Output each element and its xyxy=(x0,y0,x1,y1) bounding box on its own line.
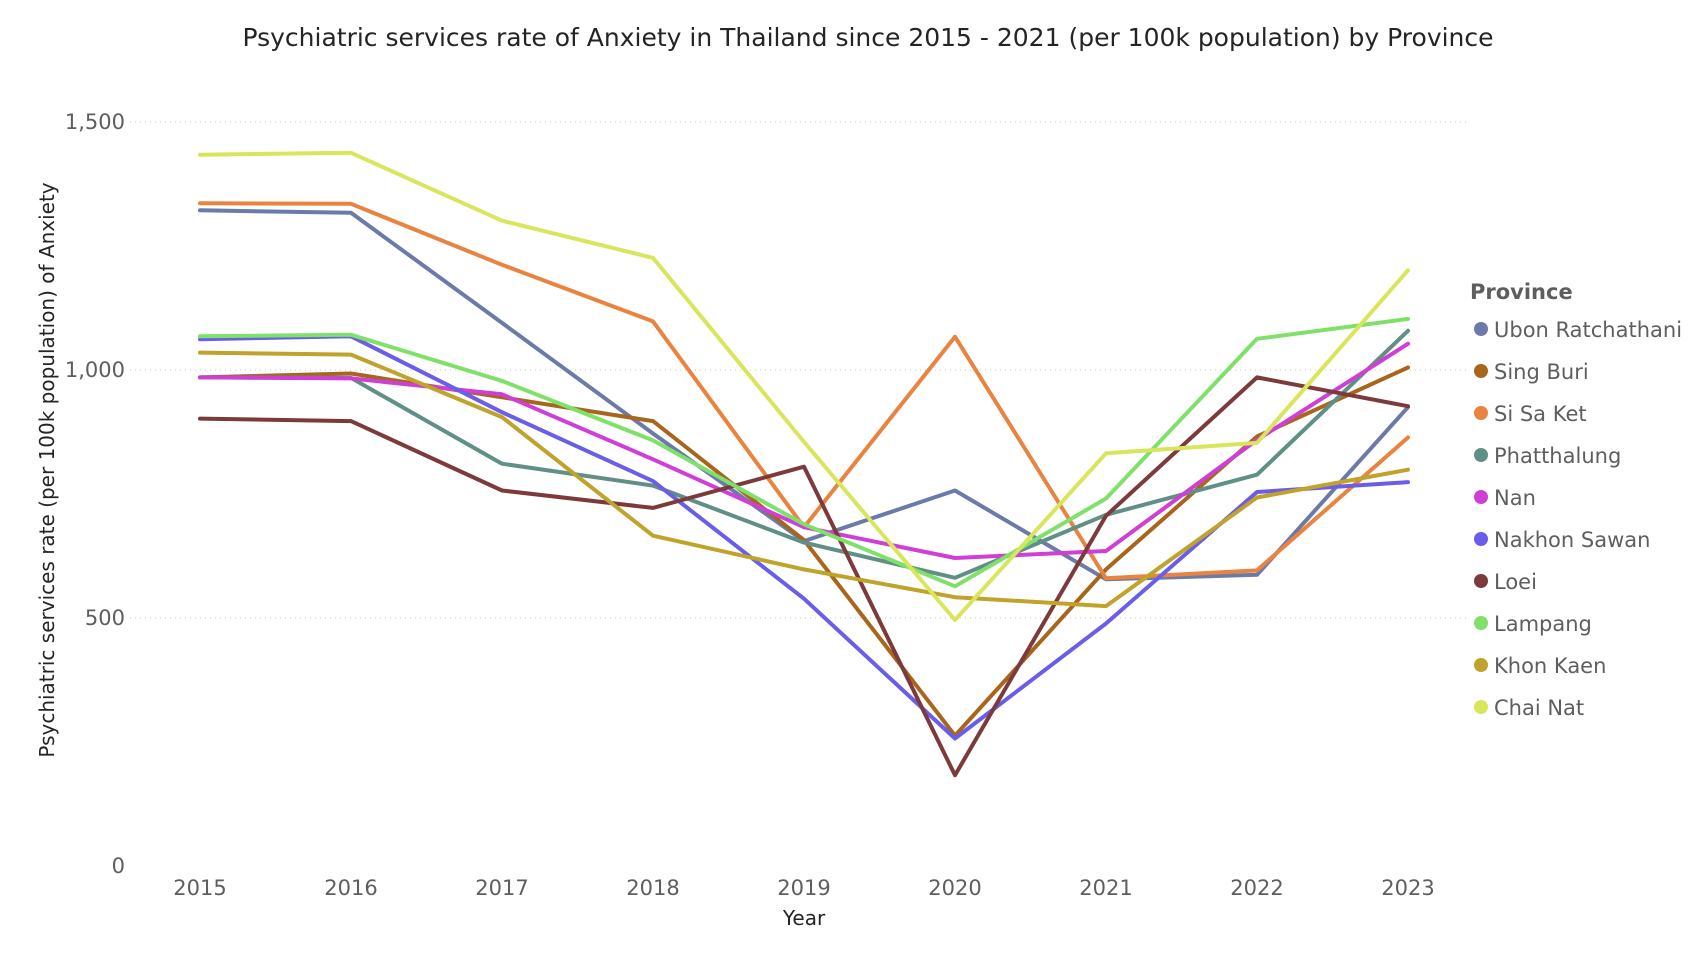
x-tick-label: 2022 xyxy=(1230,876,1283,900)
legend-label: Chai Nat xyxy=(1494,696,1584,720)
x-tick-label: 2016 xyxy=(324,876,377,900)
legend-item[interactable]: Lampang xyxy=(1474,612,1592,636)
legend-label: Ubon Ratchathani xyxy=(1494,318,1682,342)
y-tick-label: 1,500 xyxy=(65,110,125,134)
legend-item[interactable]: Ubon Ratchathani xyxy=(1474,318,1682,342)
legend-label: Phatthalung xyxy=(1494,444,1621,468)
x-tick-label: 2019 xyxy=(777,876,830,900)
y-tick-label: 1,000 xyxy=(65,358,125,382)
series-line-loei[interactable] xyxy=(198,375,1410,778)
x-tick-label: 2018 xyxy=(626,876,679,900)
legend-label: Sing Buri xyxy=(1494,360,1589,384)
legend-item[interactable]: Loei xyxy=(1474,570,1537,594)
series-line-nan[interactable] xyxy=(198,341,1410,560)
gridlines xyxy=(130,121,1470,619)
legend-item[interactable]: Sing Buri xyxy=(1474,360,1589,384)
legend-label: Nan xyxy=(1494,486,1536,510)
legend-marker xyxy=(1474,364,1488,378)
x-tick-label: 2020 xyxy=(928,876,981,900)
y-tick-label: 0 xyxy=(112,854,125,878)
x-tick-label: 2021 xyxy=(1079,876,1132,900)
legend-title: Province xyxy=(1470,280,1573,304)
legend-marker xyxy=(1474,574,1488,588)
y-axis-ticks: 0 500 1,000 1,500 xyxy=(65,110,125,878)
y-axis-title: Psychiatric services rate (per 100k popu… xyxy=(35,182,59,757)
legend-label: Lampang xyxy=(1494,612,1592,636)
series-line-phatthalung[interactable] xyxy=(198,328,1410,580)
legend-item[interactable]: Nakhon Sawan xyxy=(1474,528,1650,552)
legend-label: Si Sa Ket xyxy=(1494,402,1587,426)
legend-marker xyxy=(1474,448,1488,462)
series-line-chai-nat[interactable] xyxy=(198,150,1410,622)
legend-label: Khon Kaen xyxy=(1494,654,1606,678)
x-tick-label: 2017 xyxy=(475,876,528,900)
legend: Province Ubon Ratchathani Sing Buri Si Sa … xyxy=(1470,280,1682,720)
legend-item[interactable]: Chai Nat xyxy=(1474,696,1584,720)
series-line-khon-kaen[interactable] xyxy=(198,350,1410,609)
legend-label: Nakhon Sawan xyxy=(1494,528,1650,552)
legend-marker xyxy=(1474,532,1488,546)
x-axis-ticks: 2015 2016 2017 2018 2019 2020 2021 2022 2023 xyxy=(173,876,1434,900)
series-line-lampang[interactable] xyxy=(198,316,1410,589)
legend-item[interactable]: Khon Kaen xyxy=(1474,654,1606,678)
legend-marker xyxy=(1474,658,1488,672)
x-tick-label: 2015 xyxy=(173,876,226,900)
x-axis-title: Year xyxy=(782,906,826,930)
legend-label: Loei xyxy=(1494,570,1537,594)
series-lines xyxy=(198,150,1410,778)
legend-item[interactable]: Phatthalung xyxy=(1474,444,1621,468)
legend-item[interactable]: Nan xyxy=(1474,486,1536,510)
legend-marker xyxy=(1474,406,1488,420)
y-tick-label: 500 xyxy=(85,606,125,630)
series-line-sing-buri[interactable] xyxy=(198,365,1410,738)
legend-marker xyxy=(1474,616,1488,630)
legend-marker xyxy=(1474,322,1488,336)
legend-item[interactable]: Si Sa Ket xyxy=(1474,402,1587,426)
chart-title: Psychiatric services rate of Anxiety in … xyxy=(242,23,1493,52)
x-tick-label: 2023 xyxy=(1381,876,1434,900)
legend-marker xyxy=(1474,490,1488,504)
legend-marker xyxy=(1474,700,1488,714)
